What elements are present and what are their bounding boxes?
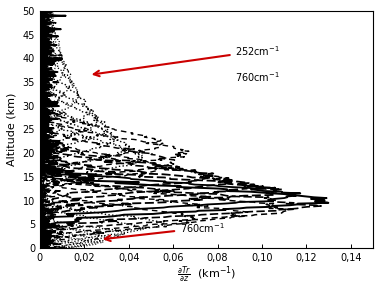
Text: 252cm$^{-1}$: 252cm$^{-1}$ [94,44,280,76]
Text: 760cm$^{-1}$: 760cm$^{-1}$ [235,70,280,84]
Y-axis label: Altitude (km): Altitude (km) [7,93,17,166]
X-axis label: $\frac{\partial Tr}{\partial z}$  (km$^{-1}$): $\frac{\partial Tr}{\partial z}$ (km$^{-… [177,264,236,285]
Text: 760cm$^{-1}$: 760cm$^{-1}$ [105,221,225,241]
